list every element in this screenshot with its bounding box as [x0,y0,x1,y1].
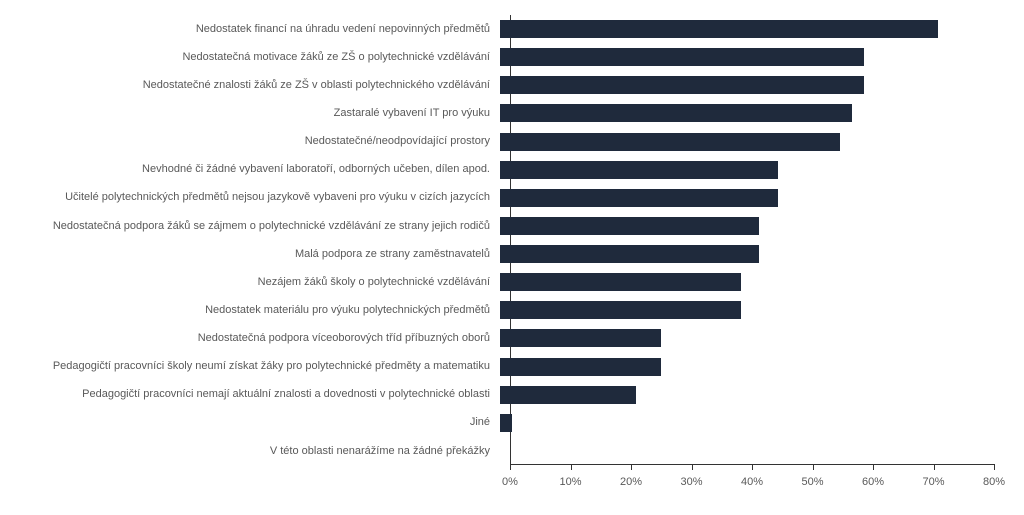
bar-track [500,245,994,263]
bar-label: Pedagogičtí pracovníci školy neumí získa… [0,360,500,373]
bar-track [500,189,994,207]
bar-track [500,161,994,179]
chart-row: Nevhodné či žádné vybavení laboratoří, o… [0,156,994,184]
x-tick-label: 0% [502,476,518,488]
x-tick-label: 10% [559,476,581,488]
bar-track [500,301,994,319]
bar [500,273,741,291]
x-tick-label: 30% [680,476,702,488]
bar-label: V této oblasti nenarážíme na žádné překá… [0,445,500,458]
bar-track [500,442,994,460]
bar-track [500,48,994,66]
bar-label: Nevhodné či žádné vybavení laboratoří, o… [0,163,500,176]
bar [500,189,778,207]
bar-label: Nedostatek materiálu pro výuku polytechn… [0,304,500,317]
x-tick [994,464,995,470]
bar [500,301,741,319]
bar [500,414,512,432]
chart-row: Pedagogičtí pracovníci nemají aktuální z… [0,381,994,409]
bar-label: Pedagogičtí pracovníci nemají aktuální z… [0,388,500,401]
bar [500,48,864,66]
chart-rows: Nedostatek financí na úhradu vedení nepo… [0,15,994,465]
bar-label: Nedostatečná podpora žáků se zájmem o po… [0,220,500,233]
bar-track [500,386,994,404]
bar-track [500,133,994,151]
x-tick-label: 80% [983,476,1005,488]
chart-row: Nedostatečná podpora žáků se zájmem o po… [0,212,994,240]
x-tick-label: 40% [741,476,763,488]
chart-row: Nedostatečná podpora víceoborových tříd … [0,324,994,352]
bar [500,329,661,347]
chart-row: Učitelé polytechnických předmětů nejsou … [0,184,994,212]
bar [500,20,938,38]
bar-label: Malá podpora ze strany zaměstnavatelů [0,248,500,261]
bar-track [500,414,994,432]
chart-row: Nedostatek materiálu pro výuku polytechn… [0,296,994,324]
x-tick-label: 50% [801,476,823,488]
bar [500,76,864,94]
chart-row: Zastaralé vybavení IT pro výuku [0,99,994,127]
bar-track [500,273,994,291]
chart-row: Nezájem žáků školy o polytechnické vzděl… [0,268,994,296]
chart-row: Pedagogičtí pracovníci školy neumí získa… [0,353,994,381]
bar-label: Nedostatečná motivace žáků ze ZŠ o polyt… [0,51,500,64]
chart-row: V této oblasti nenarážíme na žádné překá… [0,437,994,465]
bar-label: Jiné [0,416,500,429]
bar-track [500,329,994,347]
bar [500,161,778,179]
bar [500,358,661,376]
bar [500,217,759,235]
chart-row: Nedostatečné znalosti žáků ze ZŠ v oblas… [0,71,994,99]
bar-label: Nedostatek financí na úhradu vedení nepo… [0,23,500,36]
bar-label: Učitelé polytechnických předmětů nejsou … [0,191,500,204]
x-tick-label: 20% [620,476,642,488]
bar-label: Nedostatečné znalosti žáků ze ZŠ v oblas… [0,79,500,92]
chart-container: 0% 10% 20% 30% 40% 50% 60% 70% 80% Nedostatek fi… [0,0,1024,515]
x-tick-label: 60% [862,476,884,488]
bar-track [500,104,994,122]
chart-row: Nedostatečná motivace žáků ze ZŠ o polyt… [0,43,994,71]
bar [500,245,759,263]
bar-label: Nedostatečná podpora víceoborových tříd … [0,332,500,345]
bar-label: Zastaralé vybavení IT pro výuku [0,107,500,120]
bar-track [500,76,994,94]
bar [500,133,840,151]
bar [500,386,636,404]
bar-label: Nedostatečné/neodpovídající prostory [0,135,500,148]
x-tick-label: 70% [922,476,944,488]
bar-track [500,20,994,38]
bar-track [500,358,994,376]
chart-row: Malá podpora ze strany zaměstnavatelů [0,240,994,268]
bar-label: Nezájem žáků školy o polytechnické vzděl… [0,276,500,289]
chart-row: Nedostatek financí na úhradu vedení nepo… [0,15,994,43]
chart-row: Nedostatečné/neodpovídající prostory [0,128,994,156]
bar [500,104,852,122]
chart-row: Jiné [0,409,994,437]
bar-track [500,217,994,235]
